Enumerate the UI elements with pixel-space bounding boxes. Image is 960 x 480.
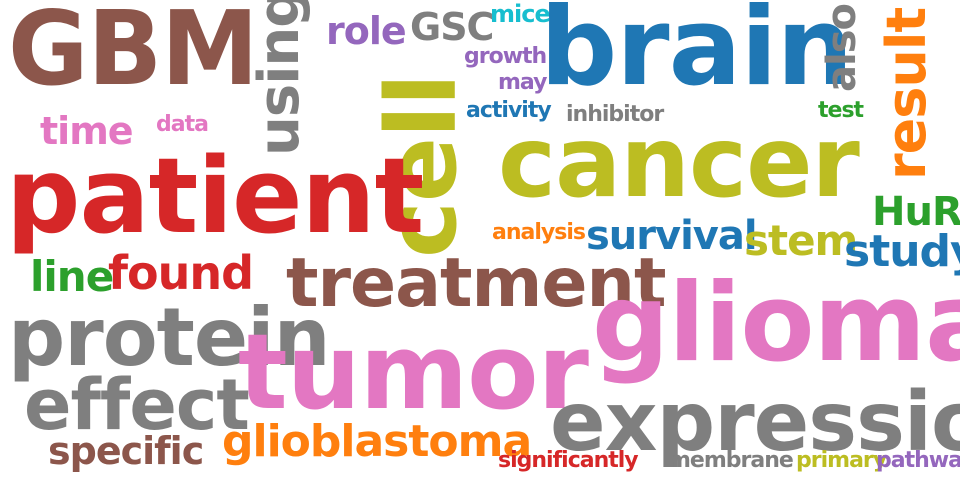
word-membrane: membrane (668, 448, 794, 473)
word-expression: expression (550, 375, 960, 470)
word-cancer: cancer (498, 106, 860, 220)
word-patient: patient (6, 135, 424, 257)
word-also: also (819, 4, 865, 92)
word-using: using (247, 0, 312, 156)
word-treatment: treatment (286, 244, 666, 323)
word-pathway: pathway (876, 448, 960, 473)
word-growth: growth (464, 44, 547, 69)
word-line: line (30, 252, 114, 301)
word-role: role (326, 9, 407, 53)
word-tumor: tumor (238, 311, 589, 433)
word-result: result (875, 7, 938, 180)
word-brain: brain (540, 0, 853, 110)
word-gsc: GSC (410, 5, 494, 49)
word-effect: effect (24, 364, 250, 446)
word-study: study (844, 226, 960, 277)
word-gbm: GBM (8, 0, 259, 110)
word-specific: specific (48, 429, 204, 473)
word-primary: primary (796, 448, 887, 473)
word-test: test (818, 98, 864, 123)
word-time: time (40, 109, 134, 153)
word-data: data (156, 112, 209, 137)
word-glioblastoma: glioblastoma (222, 416, 532, 467)
word-stem: stem (744, 216, 858, 265)
word-mice: mice (490, 0, 551, 28)
word-analysis: analysis (492, 220, 586, 245)
word-survival: survival (586, 213, 758, 259)
word-glioma: glioma (592, 261, 960, 386)
word-hur: HuR (872, 189, 960, 235)
word-inhibitor: inhibitor (566, 102, 664, 127)
word-found: found (108, 246, 254, 300)
word-significantly: significantly (498, 448, 639, 473)
word-protein: protein (8, 291, 331, 384)
word-may: may (498, 70, 547, 95)
word-activity: activity (466, 98, 552, 123)
